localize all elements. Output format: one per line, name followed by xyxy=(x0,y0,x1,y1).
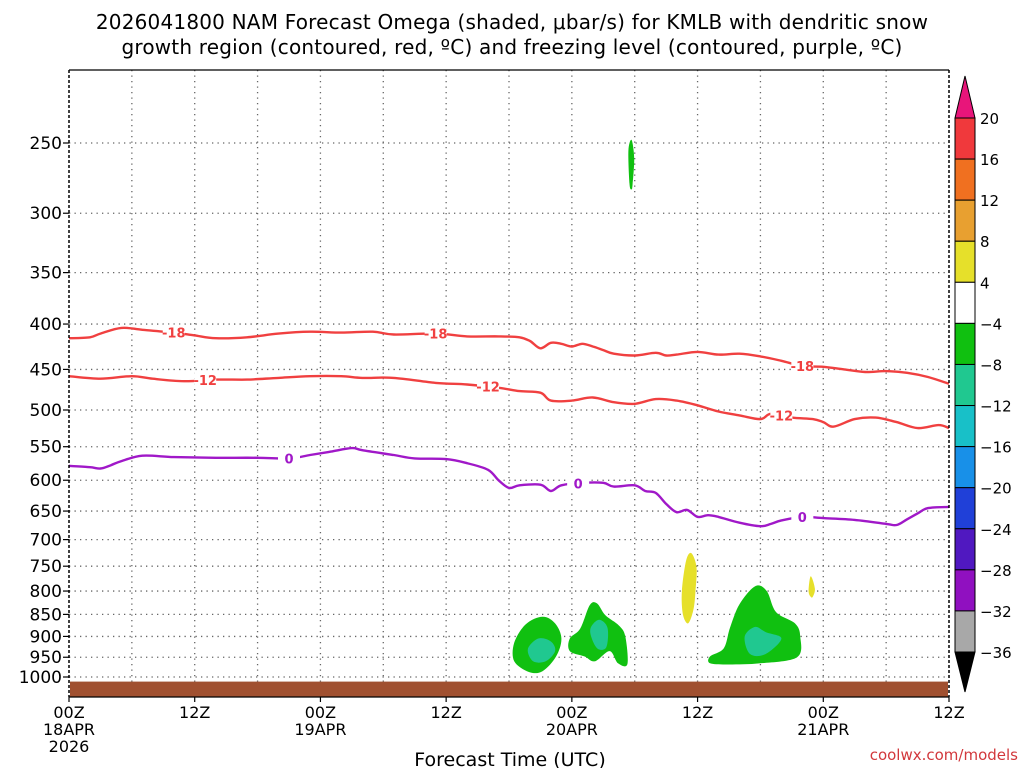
contour-line-0 xyxy=(68,446,950,528)
contour-label-m18: -18 xyxy=(791,360,815,375)
colorbar-cell xyxy=(954,405,976,448)
colorbar-cell xyxy=(954,363,976,407)
x-tick-label: 12Z xyxy=(179,703,210,722)
colorbar-arrow-top xyxy=(954,75,976,119)
colorbar-label: 12 xyxy=(980,192,999,210)
colorbar-cell xyxy=(954,487,976,530)
x-axis-label: Forecast Time (UTC) xyxy=(414,749,605,768)
colorbar-cell xyxy=(954,322,976,365)
contour-label-m12: -12 xyxy=(770,410,794,425)
y-tick-label-650: 650 xyxy=(30,502,62,522)
y-tick-label-450: 450 xyxy=(30,360,62,380)
contour-label-bg xyxy=(477,378,500,395)
colorbar-cell xyxy=(954,528,976,571)
omega-shading xyxy=(512,139,815,674)
colorbar-label: −32 xyxy=(980,603,1012,621)
contour-label-bg xyxy=(791,357,814,374)
chart-title-line-2: growth region (contoured, red, ºC) and f… xyxy=(121,35,903,59)
colorbar-label: −20 xyxy=(980,480,1012,498)
x-tick-label: 12Z xyxy=(933,703,964,722)
contour-label-m18: -18 xyxy=(162,327,186,342)
colorbar-label: 16 xyxy=(980,151,999,169)
colorbar-cell xyxy=(954,446,976,489)
colorbar-label: −8 xyxy=(980,356,1002,374)
colorbar-cell xyxy=(954,281,976,324)
y-tick-label-400: 400 xyxy=(30,315,62,335)
contour-label-bg xyxy=(424,325,447,342)
colorbar-label: −12 xyxy=(980,398,1012,416)
omega-region-6 xyxy=(744,626,782,657)
colorbar-cell xyxy=(954,240,976,283)
colorbar-cell xyxy=(954,569,976,612)
contour-line-m12 xyxy=(68,374,950,430)
contour-lines: -18 -18 -18 -12 -12 -12 0 0 0 xyxy=(68,324,950,528)
omega-region-9 xyxy=(808,576,815,598)
x-tick-label: 20APR xyxy=(546,720,598,739)
colorbar-cell xyxy=(954,199,976,242)
terrain-fill xyxy=(70,681,948,697)
axes: 2503003504004505005506006507007508008509… xyxy=(19,69,965,756)
colorbar-label: −28 xyxy=(980,562,1012,580)
x-tick-label: 12Z xyxy=(682,703,713,722)
contour-label-0: 0 xyxy=(798,511,807,526)
y-tick-label-950: 950 xyxy=(30,648,62,668)
y-tick-label-350: 350 xyxy=(30,264,62,284)
y-tick-label-550: 550 xyxy=(30,438,62,458)
y-tick-label-750: 750 xyxy=(30,557,62,577)
omega-region-7 xyxy=(628,139,635,190)
colorbar-label: −36 xyxy=(980,644,1012,662)
omega-region-4 xyxy=(590,619,609,650)
colorbar-label: 4 xyxy=(980,274,990,292)
y-tick-label-1000: 1000 xyxy=(19,668,62,688)
y-tick-label-700: 700 xyxy=(30,531,62,551)
contour-label-m12: -12 xyxy=(476,381,500,396)
colorbar-label: 8 xyxy=(980,233,990,251)
contour-label-m12: -12 xyxy=(193,374,217,389)
y-tick-label-250: 250 xyxy=(30,134,62,154)
colorbar-arrow-bottom xyxy=(954,651,976,693)
x-tick-label: 19APR xyxy=(294,720,346,739)
y-tick-label-300: 300 xyxy=(30,204,62,224)
x-tick-label: 00Z xyxy=(556,703,587,722)
chart-title-line-1: 2026041800 NAM Forecast Omega (shaded, μ… xyxy=(95,10,929,34)
contour-label-0: 0 xyxy=(284,452,293,467)
y-tick-label-900: 900 xyxy=(30,627,62,647)
colorbar-label: −16 xyxy=(980,439,1012,457)
y-tick-label-500: 500 xyxy=(30,401,62,421)
x-tick-label: 21APR xyxy=(797,720,849,739)
x-tick-label: 2026 xyxy=(49,737,90,756)
contour-label-bg xyxy=(567,475,590,492)
colorbar: 20 16 12 8 4 −4 −8 −12 −16 −20 −24 −28 −32 −36 xyxy=(954,75,1012,693)
y-tick-label-800: 800 xyxy=(30,582,62,602)
contour-label-bg xyxy=(194,372,217,389)
omega-region-8 xyxy=(681,552,697,624)
chart-title: 2026041800 NAM Forecast Omega (shaded, μ… xyxy=(0,10,1024,60)
omega-region-2 xyxy=(527,638,556,663)
x-tick-label: 00Z xyxy=(808,703,839,722)
y-tick-label-600: 600 xyxy=(30,471,62,491)
colorbar-label: −24 xyxy=(980,521,1012,539)
contour-label-bg xyxy=(770,407,793,424)
contour-label-bg xyxy=(278,450,300,467)
colorbar-label: −4 xyxy=(980,315,1002,333)
contour-label-0: 0 xyxy=(574,477,583,492)
y-tick-label-850: 850 xyxy=(30,605,62,625)
x-tick-label: 00Z xyxy=(305,703,336,722)
x-tick-label: 12Z xyxy=(430,703,461,722)
credit-text: coolwx.com/models xyxy=(869,746,1018,764)
colorbar-cell xyxy=(954,158,976,201)
colorbar-label: 20 xyxy=(980,110,999,128)
colorbar-cell xyxy=(954,610,976,653)
x-tick-label: 18APR xyxy=(43,720,95,739)
x-tick-label: 00Z xyxy=(53,703,84,722)
omega-region-5 xyxy=(708,585,802,665)
contour-label-bg xyxy=(162,324,185,341)
terrain-rect xyxy=(70,681,948,697)
colorbar-cell xyxy=(954,117,976,160)
contour-label-m18: -18 xyxy=(424,328,448,343)
contour-label-bg xyxy=(791,508,814,525)
